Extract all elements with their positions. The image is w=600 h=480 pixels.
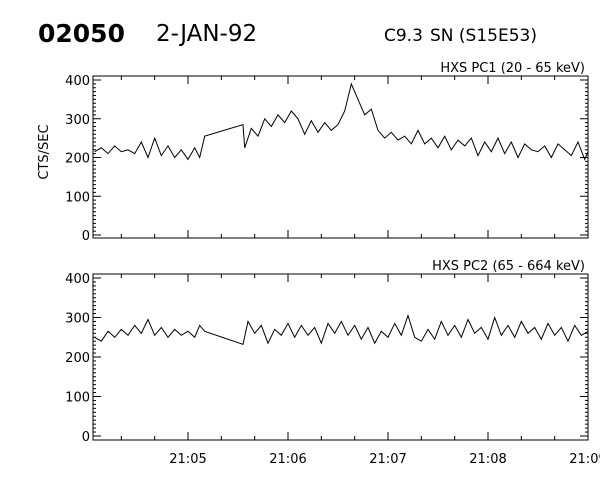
count-rate-series bbox=[94, 313, 589, 346]
panel-pc1: 0 100 200 300 400 HXS PC1 (20 - 65 keV) CTS/SE… bbox=[37, 61, 589, 244]
plot-frame bbox=[92, 273, 589, 441]
y-tick-label: 200 bbox=[65, 351, 90, 366]
x-tick-label: 21:06 bbox=[269, 452, 306, 467]
x-tick-label: 21:09 bbox=[569, 452, 600, 467]
flare-class: C9.3 bbox=[384, 26, 423, 46]
event-date: 2-JAN-92 bbox=[156, 21, 257, 47]
plot-frame bbox=[92, 75, 589, 239]
y-tick-label: 200 bbox=[65, 152, 90, 167]
panel-pc2: 0 100 200 300 400 21:05 21:06 21:07 21:08 21:09 HX… bbox=[65, 259, 600, 467]
y-tick-label: 100 bbox=[65, 391, 90, 406]
y-tick-label: 400 bbox=[65, 272, 90, 287]
y-tick-label: 300 bbox=[65, 113, 90, 128]
x-tick-label: 21:07 bbox=[369, 452, 406, 467]
y-tick-label: 300 bbox=[65, 312, 90, 327]
y-tick-label: 0 bbox=[82, 229, 90, 244]
flare-location: SN (S15E53) bbox=[430, 26, 537, 46]
y-tick-label: 0 bbox=[82, 430, 90, 445]
y-tick-label: 400 bbox=[65, 74, 90, 89]
x-tick-label: 21:05 bbox=[169, 452, 206, 467]
x-tick-label: 21:08 bbox=[469, 452, 506, 467]
count-rate-series bbox=[94, 82, 589, 161]
panel-title: HXS PC2 (65 - 664 keV) bbox=[432, 259, 585, 274]
y-tick-label: 100 bbox=[65, 190, 90, 205]
panel-title: HXS PC1 (20 - 65 keV) bbox=[440, 61, 585, 76]
y-axis-label: CTS/SEC bbox=[37, 124, 52, 179]
event-id: 02050 bbox=[38, 19, 125, 48]
